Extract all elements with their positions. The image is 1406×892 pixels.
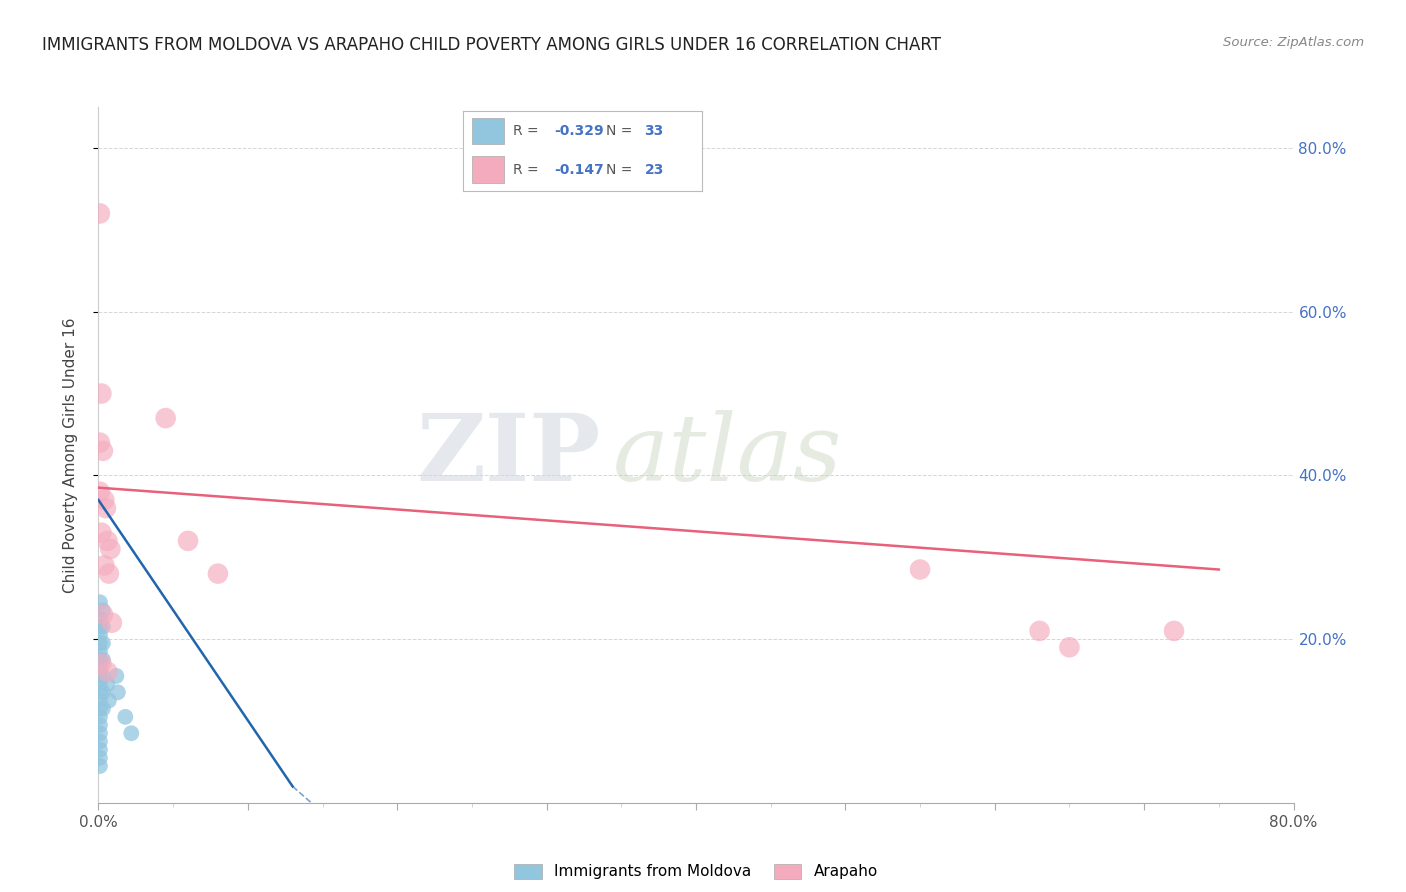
Point xyxy=(89,612,111,626)
Point xyxy=(89,718,111,732)
Point xyxy=(89,620,111,634)
Point xyxy=(120,726,142,740)
Point xyxy=(89,644,111,658)
Point xyxy=(91,636,114,650)
Text: atlas: atlas xyxy=(613,410,842,500)
Point xyxy=(105,669,128,683)
Point xyxy=(155,411,177,425)
Point xyxy=(97,693,120,707)
Point xyxy=(89,628,111,642)
Point xyxy=(89,669,111,683)
Point xyxy=(100,542,122,557)
Point xyxy=(1028,624,1050,638)
Text: ZIP: ZIP xyxy=(416,410,600,500)
Point xyxy=(90,657,112,671)
Point xyxy=(89,759,111,773)
Point xyxy=(91,603,114,617)
Point xyxy=(177,533,200,548)
Point xyxy=(90,525,112,540)
Point xyxy=(89,677,111,691)
Point xyxy=(1163,624,1185,638)
Point xyxy=(107,685,129,699)
Point xyxy=(89,595,111,609)
Point xyxy=(89,435,111,450)
Point xyxy=(91,652,114,666)
Point xyxy=(89,734,111,748)
Text: Source: ZipAtlas.com: Source: ZipAtlas.com xyxy=(1223,36,1364,49)
Point xyxy=(89,726,111,740)
Y-axis label: Child Poverty Among Girls Under 16: Child Poverty Among Girls Under 16 xyxy=(63,318,77,592)
Point xyxy=(89,751,111,765)
Point xyxy=(89,636,111,650)
Point xyxy=(89,710,111,724)
Point xyxy=(101,615,124,630)
Text: IMMIGRANTS FROM MOLDOVA VS ARAPAHO CHILD POVERTY AMONG GIRLS UNDER 16 CORRELATIO: IMMIGRANTS FROM MOLDOVA VS ARAPAHO CHILD… xyxy=(42,36,941,54)
Legend: Immigrants from Moldova, Arapaho: Immigrants from Moldova, Arapaho xyxy=(508,857,884,886)
Point xyxy=(89,742,111,756)
Point xyxy=(90,386,112,401)
Point xyxy=(89,652,111,666)
Point xyxy=(91,443,114,458)
Point xyxy=(94,501,117,516)
Point xyxy=(89,693,111,707)
Point xyxy=(93,558,115,573)
Point xyxy=(89,484,111,499)
Point xyxy=(91,620,114,634)
Point xyxy=(89,685,111,699)
Point xyxy=(89,701,111,715)
Point xyxy=(96,665,118,679)
Point xyxy=(114,710,136,724)
Point xyxy=(91,669,114,683)
Point xyxy=(96,677,118,691)
Point xyxy=(97,566,120,581)
Point xyxy=(1059,640,1081,655)
Point xyxy=(91,607,114,622)
Point xyxy=(91,685,114,699)
Point xyxy=(908,562,931,576)
Point xyxy=(89,661,111,675)
Point xyxy=(207,566,229,581)
Point xyxy=(93,492,115,507)
Point xyxy=(91,701,114,715)
Point xyxy=(96,533,118,548)
Point xyxy=(89,206,111,220)
